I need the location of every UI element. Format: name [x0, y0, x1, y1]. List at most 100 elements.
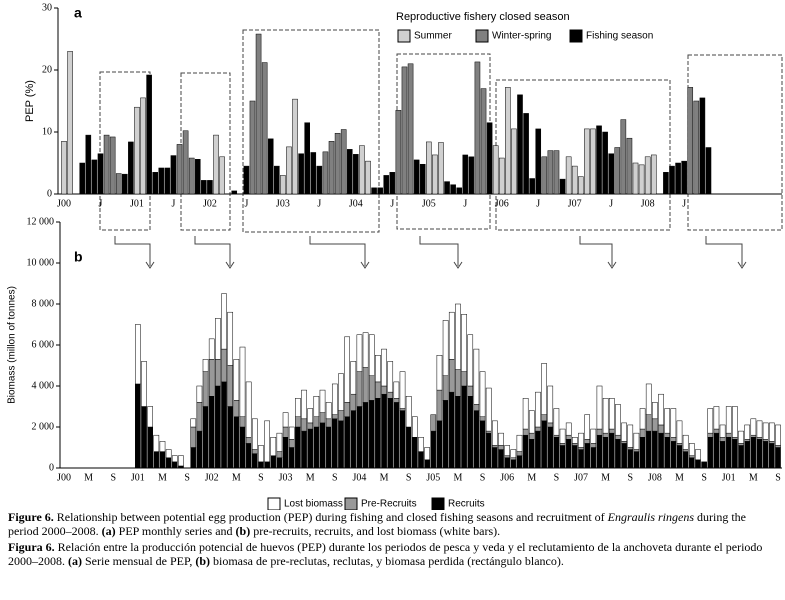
x-tick-label: M [158, 472, 167, 483]
bar [627, 424, 634, 448]
y-tick-label: 2 000 [32, 421, 55, 432]
legend-label: Fishing season [586, 31, 653, 42]
bar [663, 172, 669, 195]
bar [135, 324, 141, 385]
bar [535, 430, 541, 469]
bar [652, 430, 658, 469]
legend-swatch [344, 497, 358, 510]
legend-swatch [475, 29, 489, 43]
bar [504, 455, 510, 459]
x-tick-label: M [380, 472, 389, 483]
bar [331, 418, 338, 469]
bar [135, 383, 141, 469]
bar [442, 320, 449, 376]
legend-label: Lost biomass [284, 499, 343, 510]
bar [455, 369, 461, 397]
bar [399, 408, 406, 411]
bar [762, 439, 769, 442]
bar [541, 420, 547, 469]
bar [664, 437, 671, 469]
bar [325, 402, 332, 420]
x-tick-label: J04 [352, 472, 366, 483]
bar [91, 159, 98, 195]
bar [602, 432, 609, 438]
x-tick-label: J [682, 198, 686, 209]
bar [442, 375, 449, 401]
bar [511, 128, 517, 195]
bar [264, 461, 270, 469]
bar [713, 406, 720, 430]
bar [455, 396, 461, 469]
bar [301, 418, 307, 432]
bar [325, 418, 332, 428]
bar [286, 146, 292, 195]
bar [572, 445, 578, 469]
bar [334, 132, 341, 195]
panel-ref: (b) [195, 554, 210, 568]
bar [61, 141, 67, 195]
bar [584, 414, 591, 440]
bar [713, 432, 720, 469]
x-tick-label: J [244, 198, 248, 209]
bar [301, 430, 307, 469]
bar [190, 418, 197, 428]
bar [756, 420, 763, 438]
bar [644, 156, 651, 195]
bar [316, 165, 323, 195]
arrows [114, 236, 747, 269]
bar [344, 336, 350, 403]
bar [658, 393, 664, 426]
bar [438, 142, 444, 195]
bar [280, 175, 286, 195]
bar [744, 424, 751, 440]
x-tick-label: J03 [279, 472, 293, 483]
bar [473, 348, 480, 405]
bar [381, 385, 387, 395]
bar [313, 426, 320, 469]
bar [115, 173, 122, 195]
bar [608, 153, 614, 195]
caption-text: during the period 2000–2008. [8, 510, 747, 538]
bar [338, 410, 344, 422]
bar [633, 451, 640, 469]
bar [584, 443, 591, 469]
bar [590, 443, 597, 448]
bar [669, 165, 675, 195]
x-tick-label: M [453, 472, 462, 483]
bar [170, 155, 177, 195]
bar [510, 459, 517, 469]
bar [152, 172, 158, 195]
bar [572, 437, 578, 444]
bar [479, 420, 486, 469]
caption-en: Figure 6. Relationship between potential… [8, 510, 777, 538]
bar [251, 449, 258, 454]
bar [738, 445, 744, 469]
x-tick-label: S [701, 472, 707, 483]
x-tick-label: M [601, 472, 610, 483]
bar [768, 443, 775, 469]
bar [432, 154, 438, 195]
bar [436, 389, 443, 422]
bar [744, 441, 751, 469]
x-tick-label: S [110, 472, 116, 483]
bar [109, 136, 116, 195]
bar [695, 459, 701, 469]
bar [707, 437, 714, 469]
bar [450, 184, 456, 195]
bar [399, 410, 406, 469]
bar [338, 420, 344, 469]
bar [381, 393, 387, 469]
bar [565, 422, 572, 436]
bar [504, 457, 510, 469]
bar [528, 439, 535, 469]
bar [430, 414, 437, 432]
x-tick-label: S [332, 472, 338, 483]
bar [768, 422, 775, 442]
bar [215, 318, 221, 360]
bar [295, 398, 301, 417]
bar [171, 461, 178, 469]
y-tick-label: 20 [42, 64, 52, 75]
legend-label: Winter-spring [492, 31, 551, 42]
bar [670, 441, 677, 469]
bar [775, 447, 781, 469]
